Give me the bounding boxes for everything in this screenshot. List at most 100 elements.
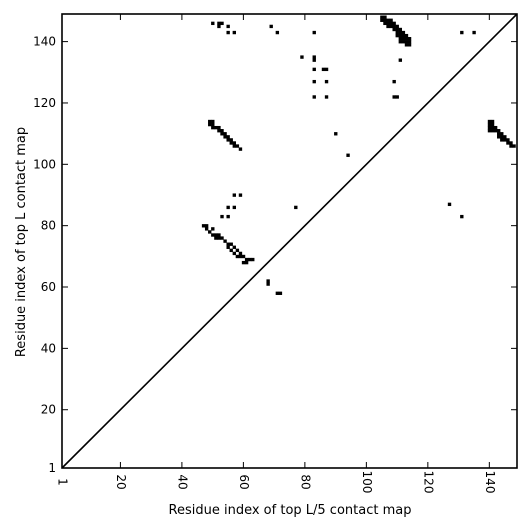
contact-point (506, 141, 510, 145)
contact-point (238, 193, 243, 197)
contact-point (392, 79, 396, 84)
contact-point (235, 254, 240, 259)
contact-point (208, 230, 212, 234)
contact-point (232, 30, 236, 35)
contact-point (395, 24, 399, 29)
contact-point (217, 21, 221, 26)
contact-point (275, 291, 280, 295)
contact-point (487, 122, 492, 127)
contact-point (278, 291, 283, 295)
contact-point (395, 30, 399, 35)
contact-point (398, 37, 403, 41)
contact-point (324, 95, 329, 99)
contact-point (229, 248, 233, 253)
contact-point (232, 251, 236, 256)
contact-point (223, 135, 227, 139)
contact-point (460, 30, 464, 35)
contact-point (490, 119, 495, 124)
x-tick-label: 1 (56, 478, 70, 486)
y-axis-title: Residue index of top L contact map (14, 127, 29, 357)
contact-point (208, 122, 212, 127)
contact-point (300, 55, 304, 59)
contact-point (490, 129, 495, 133)
contact-point (214, 125, 218, 130)
contact-point (244, 260, 249, 265)
contact-point (404, 37, 409, 41)
contact-point (235, 144, 240, 148)
contact-point (407, 37, 412, 41)
contact-point (223, 132, 227, 136)
contact-point (223, 239, 227, 243)
contact-point (226, 135, 230, 139)
contact-point (324, 79, 329, 84)
contact-point (386, 21, 390, 26)
contact-point (220, 129, 224, 133)
contact-point (232, 141, 236, 145)
contact-point (232, 205, 236, 210)
contact-point (204, 227, 209, 231)
contact-point (312, 55, 316, 59)
contact-point (389, 18, 393, 22)
plot-frame (61, 13, 518, 469)
contact-point (321, 67, 326, 72)
contact-point (407, 40, 412, 44)
contact-point (460, 214, 464, 219)
contact-point (500, 135, 504, 139)
contact-point (392, 27, 396, 32)
contact-point (506, 138, 510, 142)
contact-point (269, 24, 273, 29)
contact-point (217, 24, 221, 29)
contact-point (232, 245, 236, 249)
contact-point (251, 257, 255, 262)
contact-point (226, 138, 230, 142)
contact-point (241, 254, 246, 259)
contact-point (211, 119, 215, 124)
plot-area (61, 13, 518, 469)
contact-point (401, 40, 406, 44)
contact-point (238, 147, 243, 151)
contact-point (389, 24, 393, 29)
contact-point (211, 125, 215, 130)
diagonal-line (61, 13, 518, 469)
contact-point (312, 67, 316, 72)
x-tick-label: 140 (483, 471, 497, 494)
contact-point (217, 236, 221, 240)
contact-point (220, 214, 224, 219)
contact-points (201, 15, 516, 295)
contact-point (386, 24, 390, 29)
contact-point (214, 233, 218, 237)
y-tick-label: 80 (41, 219, 56, 233)
y-tick-label: 120 (33, 96, 56, 110)
contact-point (266, 282, 270, 286)
contact-point (217, 125, 221, 130)
contact-point (401, 37, 406, 41)
contact-point (214, 236, 218, 240)
x-tick-label: 100 (360, 471, 374, 494)
contact-point (404, 33, 409, 38)
contact-point (211, 233, 215, 237)
contact-point (389, 21, 393, 26)
contact-point (229, 138, 233, 142)
contact-point (404, 43, 409, 47)
contact-point (497, 132, 501, 136)
y-tick-label: 40 (41, 341, 56, 355)
contact-point (247, 257, 252, 262)
y-tick-label: 1 (48, 461, 56, 475)
contact-point (447, 202, 452, 207)
contact-point (392, 21, 396, 26)
contact-point (312, 95, 316, 99)
contact-point (226, 245, 230, 249)
contact-point (398, 30, 403, 35)
contact-point (229, 242, 233, 246)
contact-point (497, 135, 501, 139)
contact-point (401, 30, 406, 35)
contact-point (211, 21, 215, 26)
contact-point (220, 132, 224, 136)
contact-point (226, 242, 230, 246)
contact-point (312, 79, 316, 84)
contact-point (487, 125, 492, 130)
contact-point (208, 119, 212, 124)
contact-point (226, 205, 230, 210)
contact-point (487, 129, 492, 133)
